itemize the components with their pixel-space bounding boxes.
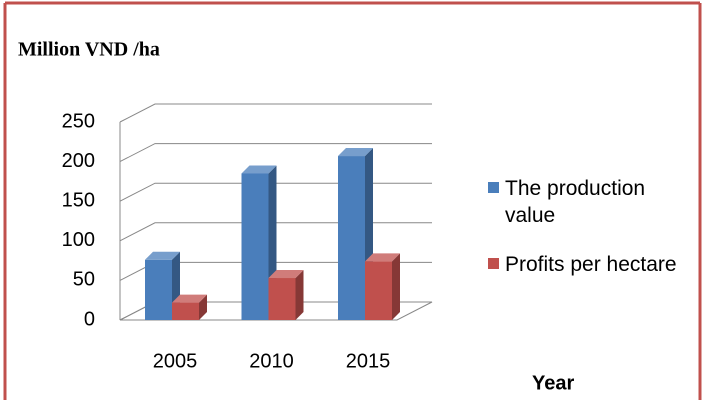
legend-swatch: [488, 182, 499, 193]
bar-front: [338, 156, 365, 320]
bar-top: [172, 294, 207, 303]
y-tick-label: 50: [73, 269, 95, 291]
bar-front: [365, 261, 392, 320]
bar: [338, 148, 373, 320]
y-tick-label: 150: [62, 189, 95, 211]
y-tick-label: 250: [62, 110, 95, 132]
bar: [365, 253, 400, 320]
bar-side: [392, 253, 400, 320]
bar: [172, 294, 207, 320]
bar-front: [268, 278, 296, 320]
bar-front: [145, 259, 172, 320]
x-tick-label: 2005: [153, 350, 198, 372]
bar: [268, 270, 304, 320]
bar-front: [172, 302, 199, 320]
bar-side: [295, 270, 304, 320]
bar: [145, 251, 180, 320]
y-tick-label: 0: [84, 308, 95, 330]
legend-swatch: [488, 258, 499, 269]
bar-top: [145, 251, 180, 260]
chart-title: Million VND /ha: [18, 39, 160, 61]
grid-line: [119, 143, 432, 163]
x-tick-label: 2015: [346, 350, 391, 372]
x-axis-label: Year: [532, 372, 574, 394]
y-tick-label: 200: [62, 150, 95, 172]
legend-label: Profits per hectare: [505, 253, 677, 276]
legend-label: The production value: [505, 177, 646, 227]
grid-line: [119, 103, 432, 123]
bar-front: [241, 173, 269, 320]
bar-side: [199, 294, 207, 320]
y-tick-label: 100: [62, 229, 95, 251]
bar-top: [241, 165, 277, 174]
bar-top: [268, 270, 304, 279]
x-tick-label: 2010: [249, 350, 294, 372]
bar-top: [365, 253, 400, 262]
bar-top: [338, 148, 373, 157]
